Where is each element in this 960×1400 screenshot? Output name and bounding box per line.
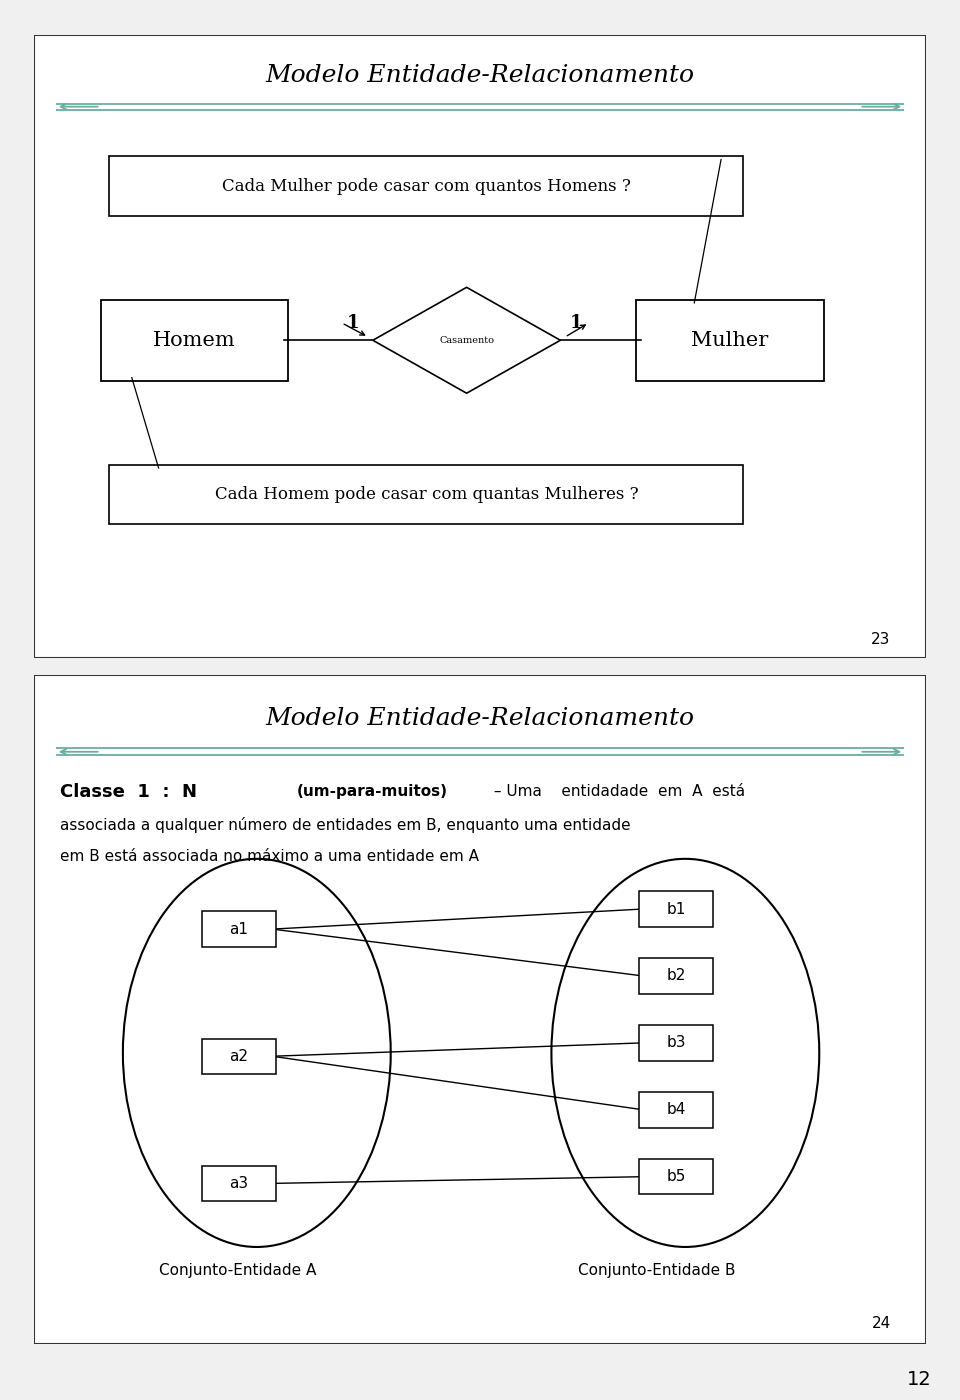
Text: Cada Homem pode casar com quantas Mulheres ?: Cada Homem pode casar com quantas Mulher… bbox=[215, 486, 638, 503]
Text: Homem: Homem bbox=[153, 330, 235, 350]
Text: associada a qualquer número de entidades em B, enquanto uma entidade: associada a qualquer número de entidades… bbox=[60, 818, 631, 833]
Text: Casamento: Casamento bbox=[439, 336, 494, 344]
FancyBboxPatch shape bbox=[34, 35, 926, 658]
Ellipse shape bbox=[551, 858, 819, 1247]
Text: 1: 1 bbox=[347, 314, 359, 332]
Text: Modelo Entidade-Relacionamento: Modelo Entidade-Relacionamento bbox=[266, 707, 694, 729]
Ellipse shape bbox=[123, 858, 391, 1247]
Text: a3: a3 bbox=[229, 1176, 249, 1191]
Text: b4: b4 bbox=[667, 1102, 686, 1117]
Text: a2: a2 bbox=[229, 1049, 249, 1064]
FancyBboxPatch shape bbox=[109, 465, 743, 524]
Text: Mulher: Mulher bbox=[691, 330, 769, 350]
Text: a1: a1 bbox=[229, 921, 249, 937]
Text: b2: b2 bbox=[667, 969, 686, 983]
FancyBboxPatch shape bbox=[639, 1159, 713, 1194]
FancyBboxPatch shape bbox=[202, 911, 276, 946]
Text: 24: 24 bbox=[872, 1316, 891, 1331]
FancyBboxPatch shape bbox=[109, 157, 743, 216]
Text: – Uma    entidadade  em  A  está: – Uma entidadade em A está bbox=[489, 784, 745, 799]
Text: Cada Mulher pode casar com quantos Homens ?: Cada Mulher pode casar com quantos Homen… bbox=[222, 178, 631, 195]
Text: em B está associada no máximo a uma entidade em A: em B está associada no máximo a uma enti… bbox=[60, 850, 479, 864]
FancyBboxPatch shape bbox=[639, 892, 713, 927]
FancyBboxPatch shape bbox=[639, 958, 713, 994]
FancyBboxPatch shape bbox=[639, 1025, 713, 1061]
Text: Modelo Entidade-Relacionamento: Modelo Entidade-Relacionamento bbox=[266, 64, 694, 87]
Polygon shape bbox=[372, 287, 561, 393]
Text: b3: b3 bbox=[666, 1036, 686, 1050]
Text: Conjunto-Entidade B: Conjunto-Entidade B bbox=[578, 1263, 735, 1278]
Text: 12: 12 bbox=[906, 1369, 931, 1389]
FancyBboxPatch shape bbox=[636, 300, 824, 381]
Text: 1: 1 bbox=[570, 314, 583, 332]
FancyBboxPatch shape bbox=[202, 1039, 276, 1074]
Text: b1: b1 bbox=[667, 902, 686, 917]
FancyBboxPatch shape bbox=[202, 1166, 276, 1201]
FancyBboxPatch shape bbox=[639, 1092, 713, 1127]
Text: (um-para-muitos): (um-para-muitos) bbox=[297, 784, 448, 799]
FancyBboxPatch shape bbox=[101, 300, 288, 381]
Text: Conjunto-Entidade A: Conjunto-Entidade A bbox=[158, 1263, 316, 1278]
FancyBboxPatch shape bbox=[34, 675, 926, 1344]
Text: 23: 23 bbox=[872, 631, 891, 647]
Text: b5: b5 bbox=[667, 1169, 686, 1184]
Text: Classe  1  :  N: Classe 1 : N bbox=[60, 783, 198, 801]
